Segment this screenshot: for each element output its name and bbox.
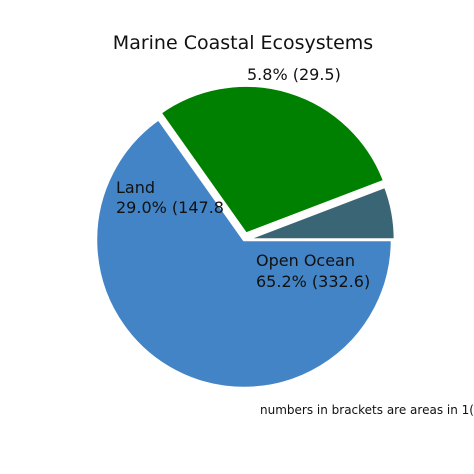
pie-slice-land [159, 84, 386, 235]
chart-title: Marine Coastal Ecosystems [113, 32, 373, 54]
pie-slice-other [245, 185, 397, 241]
pie-slice-open-ocean [94, 117, 394, 390]
slice-label: 5.8% (29.5) [247, 65, 341, 84]
slice-label: Land [116, 178, 155, 197]
slice-value-label: 29.0% (147.8 [116, 198, 224, 217]
chart-footnote: numbers in brackets are areas in 1( [260, 403, 474, 417]
slice-value-label: 65.2% (332.6) [256, 272, 370, 291]
slice-label: Open Ocean [256, 251, 355, 270]
